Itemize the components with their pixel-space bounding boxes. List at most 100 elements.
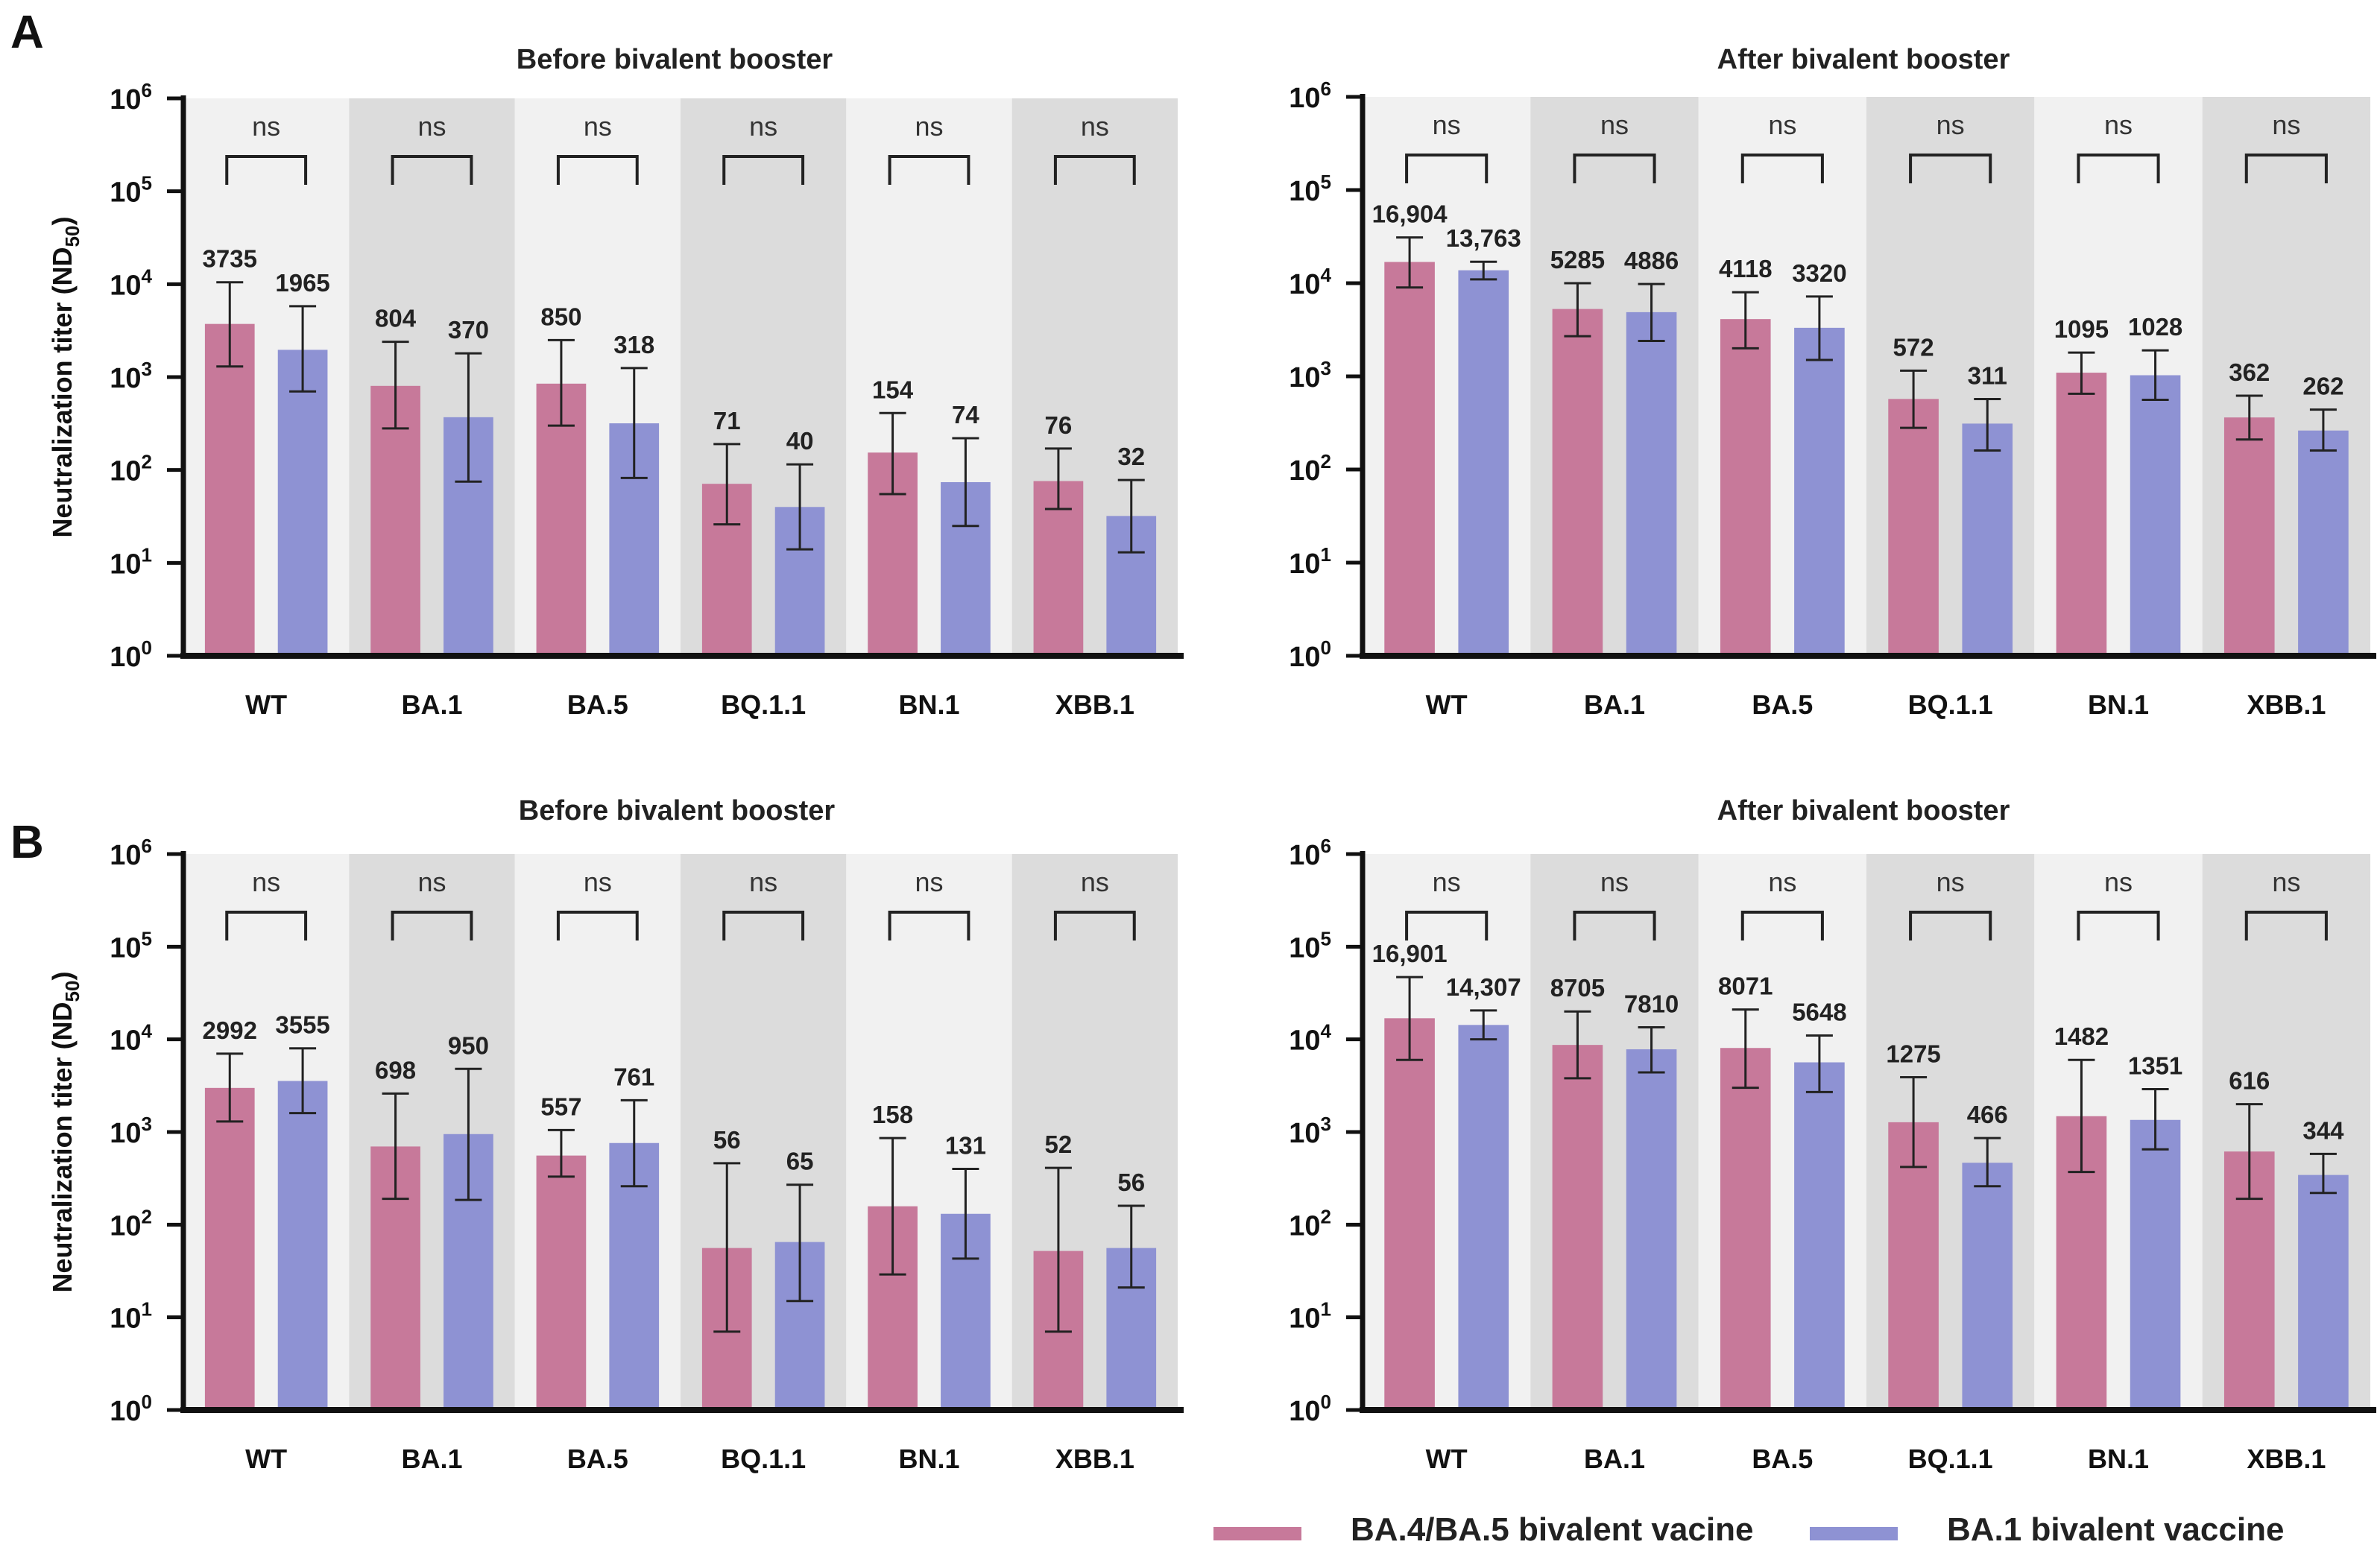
data-label: 40 — [786, 427, 814, 455]
x-tick-label: BQ.1.1 — [721, 689, 806, 720]
legend-swatch-series-b — [1810, 1527, 1898, 1540]
significance-label: ns — [584, 111, 612, 142]
data-label: 14,307 — [1446, 973, 1521, 1001]
data-label: 557 — [540, 1093, 581, 1120]
y-tick-label: 102 — [1289, 450, 1331, 487]
significance-label: ns — [417, 867, 446, 897]
significance-bracket — [556, 911, 639, 940]
significance-bracket — [1909, 154, 1992, 183]
bar — [204, 1087, 255, 1410]
data-label: 1351 — [2128, 1052, 2182, 1080]
bar — [536, 1155, 587, 1410]
bar — [1033, 481, 1084, 656]
significance-bracket — [1053, 911, 1136, 940]
significance-bracket — [1573, 154, 1656, 183]
chart-title: Before bivalent booster — [517, 44, 833, 75]
y-tick-label: 101 — [1289, 543, 1331, 580]
significance-label: ns — [252, 867, 280, 897]
significance-label: ns — [1768, 110, 1796, 140]
significance-label: ns — [1433, 867, 1461, 897]
x-tick-label: BA.5 — [1752, 1444, 1813, 1474]
data-label: 65 — [786, 1148, 814, 1175]
data-label: 1028 — [2128, 313, 2182, 341]
bar — [277, 1081, 328, 1410]
data-label: 950 — [448, 1031, 489, 1059]
data-label: 16,901 — [1372, 940, 1448, 967]
x-tick-label: BQ.1.1 — [721, 1444, 806, 1474]
y-tick-label: 103 — [110, 1113, 152, 1149]
data-label: 52 — [1045, 1131, 1073, 1158]
x-tick-label: XBB.1 — [1055, 1444, 1134, 1474]
chart-a-before: Before bivalent booster 100 101 102 103 104 10… — [47, 44, 1184, 720]
bar — [1794, 1062, 1845, 1410]
significance-label: ns — [2272, 110, 2300, 140]
data-label: 74 — [952, 401, 979, 429]
significance-bracket — [888, 155, 970, 185]
bar — [2130, 1119, 2181, 1410]
x-tick-label: WT — [245, 1444, 287, 1474]
y-tick-label: 100 — [110, 636, 152, 673]
data-label: 698 — [375, 1056, 416, 1084]
significance-label: ns — [1600, 867, 1629, 897]
significance-label: ns — [1433, 110, 1461, 140]
data-label: 344 — [2302, 1116, 2344, 1144]
data-label: 318 — [613, 331, 654, 358]
data-label: 8071 — [1718, 973, 1773, 1000]
significance-label: ns — [584, 867, 612, 897]
data-label: 2992 — [203, 1017, 257, 1044]
data-label: 761 — [613, 1063, 654, 1090]
data-label: 1095 — [2054, 315, 2109, 343]
data-label: 1965 — [275, 269, 329, 297]
data-label: 13,763 — [1446, 224, 1521, 252]
chart-b-before: Before bivalent booster 100 101 102 103 104 10… — [47, 795, 1184, 1474]
significance-bracket — [2244, 911, 2328, 940]
data-label: 311 — [1968, 362, 2007, 390]
bar — [1888, 399, 1939, 656]
y-tick-label: 106 — [110, 79, 152, 116]
chart-title: After bivalent booster — [1717, 44, 2010, 75]
significance-bracket — [1405, 154, 1489, 183]
y-tick-label: 100 — [1289, 636, 1331, 673]
x-tick-label: BQ.1.1 — [1908, 1444, 1993, 1474]
significance-bracket — [391, 911, 473, 940]
data-label: 616 — [2229, 1067, 2270, 1095]
x-tick-label: XBB.1 — [2247, 1444, 2326, 1474]
significance-bracket — [225, 911, 308, 940]
significance-bracket — [1909, 911, 1992, 940]
bar — [2223, 417, 2275, 656]
significance-label: ns — [2104, 867, 2133, 897]
data-label: 1482 — [2054, 1022, 2109, 1050]
y-tick-label: 106 — [110, 835, 152, 871]
x-tick-label: BN.1 — [898, 1444, 959, 1474]
data-label: 131 — [945, 1131, 986, 1159]
data-label: 5285 — [1550, 246, 1605, 274]
x-tick-label: XBB.1 — [1055, 689, 1134, 720]
significance-label: ns — [1081, 867, 1109, 897]
data-label: 3555 — [275, 1011, 329, 1039]
bar — [1552, 1045, 1603, 1410]
x-tick-label: BN.1 — [2088, 1444, 2149, 1474]
y-tick-label: 101 — [110, 543, 152, 580]
significance-bracket — [225, 155, 308, 185]
y-axis-label: Neutralization titer (ND50) — [47, 217, 83, 538]
bar — [204, 323, 255, 656]
significance-bracket — [722, 911, 805, 940]
data-label: 1275 — [1886, 1040, 1940, 1068]
significance-label: ns — [749, 111, 777, 142]
y-axis-label: Neutralization titer (ND50) — [47, 972, 83, 1293]
data-label: 154 — [872, 376, 914, 403]
x-tick-label: BA.1 — [1584, 689, 1645, 720]
data-label: 56 — [1117, 1169, 1145, 1196]
bar — [1720, 319, 1771, 656]
data-label: 76 — [1045, 411, 1073, 439]
y-tick-label: 105 — [1289, 171, 1331, 207]
bar — [1888, 1122, 1939, 1410]
bar — [1458, 1025, 1509, 1410]
significance-label: ns — [915, 867, 943, 897]
x-tick-label: BA.5 — [1752, 689, 1813, 720]
legend-label-series-a: BA.4/BA.5 bivalent vacine — [1351, 1511, 1754, 1548]
bar — [2056, 373, 2107, 656]
significance-bracket — [2077, 154, 2160, 183]
panel-letter-b: B — [10, 817, 44, 868]
